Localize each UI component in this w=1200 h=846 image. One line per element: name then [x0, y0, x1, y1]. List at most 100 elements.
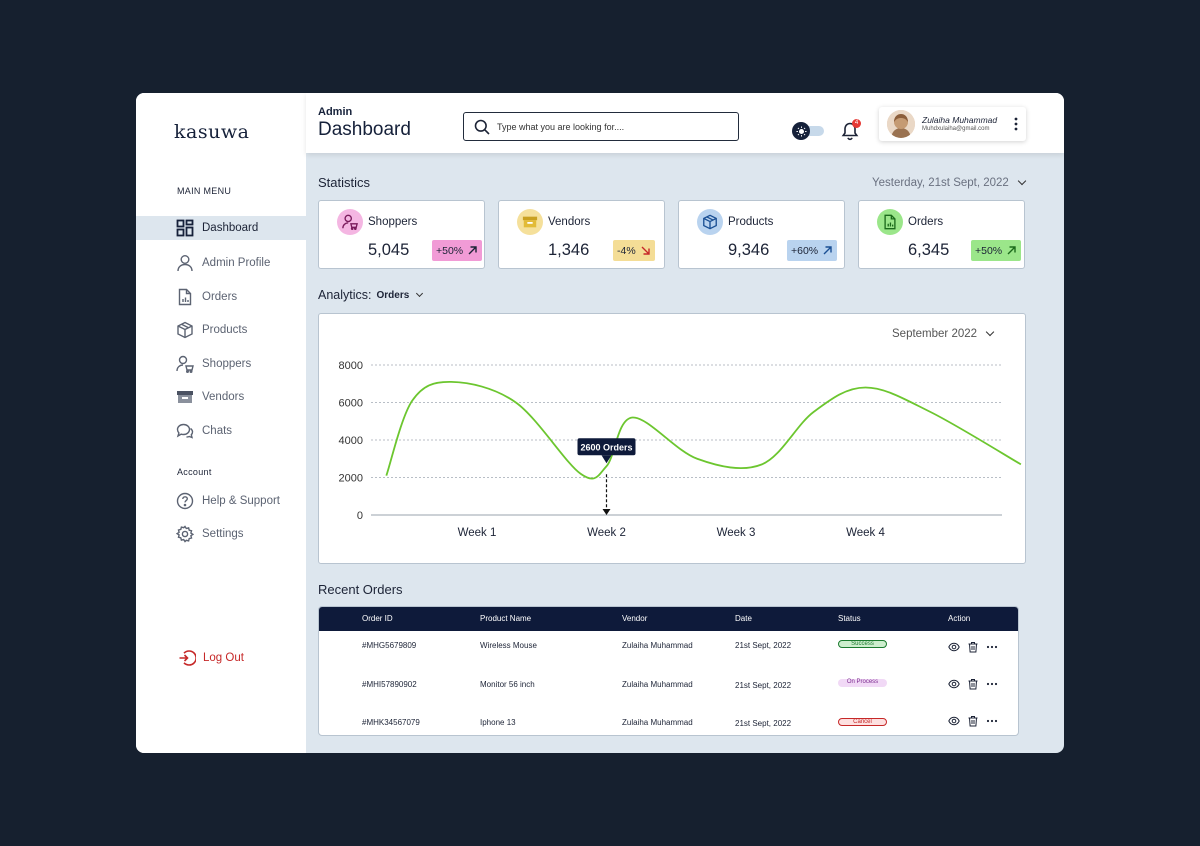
- question-icon: [176, 492, 194, 510]
- analytics-label: Analytics:: [318, 288, 372, 302]
- sidebar-item-products[interactable]: Products: [136, 318, 306, 342]
- sidebar-item-chats[interactable]: Chats: [136, 419, 306, 443]
- stat-change-value: +50%: [975, 244, 1003, 257]
- more-horizontal-icon[interactable]: [986, 715, 998, 727]
- logout-button[interactable]: Log Out: [178, 649, 244, 667]
- eye-icon[interactable]: [948, 715, 960, 727]
- brand-logo[interactable]: kasuwa: [174, 121, 250, 143]
- vendor-name: Zulaiha Muhammad: [622, 718, 693, 727]
- shopper-icon: [176, 355, 194, 373]
- user-name: Zulaiha Muhammad: [922, 115, 998, 125]
- person-icon: [177, 255, 193, 272]
- sun-icon: [792, 122, 810, 140]
- chevron-down-icon: [416, 289, 424, 297]
- sidebar-item-label: Chats: [202, 425, 233, 437]
- notifications-button[interactable]: 4: [841, 119, 861, 141]
- sidebar-item-label: Orders: [202, 291, 238, 303]
- app-window: kasuwa MAIN MENU Dashboard Admin Profile…: [136, 93, 1064, 753]
- stat-change-badge: +60%: [787, 240, 838, 261]
- grid-icon: [176, 219, 194, 237]
- logout-label: Log Out: [203, 652, 244, 664]
- column-header: Vendor: [622, 614, 648, 623]
- order-id: #MHK34567079: [362, 718, 420, 727]
- tooltip-pointer: [601, 455, 612, 464]
- sidebar-item-orders[interactable]: Orders: [136, 285, 306, 309]
- order-date: 21st Sept, 2022: [735, 681, 792, 690]
- table-row[interactable]: #MHG5679809 Wireless Mouse Zulaiha Muham…: [319, 631, 1018, 667]
- row-actions: [948, 641, 998, 653]
- tooltip-box: [577, 438, 636, 456]
- stat-change-value: -4%: [617, 244, 636, 257]
- order-id: #MHI57890902: [362, 680, 417, 689]
- month-select[interactable]: September 2022: [892, 327, 995, 340]
- stat-change-value: +60%: [791, 244, 819, 257]
- stat-value: 9,346: [728, 241, 770, 259]
- stat-card-vendors[interactable]: Vendors 1,346 -4%: [498, 200, 665, 269]
- search-bar[interactable]: [463, 112, 739, 141]
- chat-icon: [176, 423, 194, 439]
- stat-label: Vendors: [548, 216, 591, 228]
- shopper-icon: [337, 209, 363, 235]
- y-tick-label: 0: [357, 510, 363, 522]
- recent-orders-table: Order ID Product Name Vendor Date Status…: [318, 606, 1019, 736]
- search-input[interactable]: [497, 121, 717, 132]
- sidebar-item-label: Shoppers: [202, 358, 252, 370]
- stat-card-products[interactable]: Products 9,346 +60%: [678, 200, 845, 269]
- analytics-selected: Orders: [376, 289, 410, 301]
- product-name: Wireless Mouse: [480, 641, 537, 650]
- table-row[interactable]: #MHK34567079 Iphone 13 Zulaiha Muhammad …: [319, 707, 1018, 735]
- stat-change-badge: +50%: [432, 240, 483, 261]
- stat-change-value: +50%: [436, 244, 464, 257]
- order-date: 21st Sept, 2022: [735, 719, 792, 728]
- column-header: Action: [948, 614, 971, 623]
- stat-card-shoppers[interactable]: Shoppers 5,045 +50%: [318, 200, 485, 269]
- gear-icon: [176, 525, 194, 543]
- sidebar-item-shoppers[interactable]: Shoppers: [136, 352, 306, 376]
- x-tick-label: Week 1: [458, 527, 497, 539]
- arrow-up-right-icon: [823, 246, 832, 255]
- table-row[interactable]: #MHI57890902 Monitor 56 inch Zulaiha Muh…: [319, 669, 1018, 705]
- stat-value: 6,345: [908, 241, 950, 259]
- page-title: Dashboard: [318, 119, 411, 140]
- sidebar-item-label: Products: [202, 324, 248, 336]
- sidebar-item-settings[interactable]: Settings: [136, 522, 306, 546]
- analytics-chart-card: September 2022 8000 6000 4000 2000 0 Week 1 We…: [318, 313, 1026, 564]
- sidebar-item-dashboard[interactable]: Dashboard: [136, 216, 306, 240]
- more-vertical-icon[interactable]: [1013, 116, 1019, 132]
- top-header: Admin Dashboard 4 Zulaiha Muhammad Muhdx…: [306, 93, 1064, 153]
- x-tick-label: Week 3: [717, 527, 756, 539]
- trash-icon[interactable]: [967, 678, 979, 690]
- row-actions: [948, 715, 998, 727]
- column-header: Date: [735, 614, 752, 623]
- stat-value: 1,346: [548, 241, 590, 259]
- box-icon: [697, 209, 723, 235]
- date-select[interactable]: Yesterday, 21st Sept, 2022: [872, 176, 1027, 189]
- stat-card-orders[interactable]: Orders 6,345 +50%: [858, 200, 1025, 269]
- sidebar-item-admin-profile[interactable]: Admin Profile: [136, 251, 306, 275]
- main-menu-heading: MAIN MENU: [177, 186, 232, 196]
- eye-icon[interactable]: [948, 641, 960, 653]
- y-tick-label: 8000: [339, 360, 363, 372]
- tooltip-arrowhead: [602, 509, 611, 515]
- analytics-selector[interactable]: Analytics: Orders: [318, 288, 424, 302]
- sidebar-item-help-support[interactable]: Help & Support: [136, 489, 306, 513]
- orders-line-chart[interactable]: 8000 6000 4000 2000 0 Week 1 Week 2 Week 3 Week …: [319, 314, 1027, 565]
- toggle-track: [802, 126, 824, 136]
- account-heading: Account: [177, 467, 212, 477]
- sidebar-item-label: Vendors: [202, 391, 245, 403]
- theme-toggle[interactable]: [792, 122, 826, 140]
- store-icon: [517, 209, 543, 235]
- store-icon: [177, 391, 193, 403]
- avatar: [887, 110, 915, 138]
- sidebar-item-vendors[interactable]: Vendors: [136, 385, 306, 409]
- trash-icon[interactable]: [967, 715, 979, 727]
- x-tick-label: Week 4: [846, 527, 885, 539]
- table-header: Order ID Product Name Vendor Date Status…: [319, 607, 1018, 631]
- trash-icon[interactable]: [967, 641, 979, 653]
- user-profile-card[interactable]: Zulaiha Muhammad Muhdxulaiha@gmail.com: [879, 107, 1026, 141]
- column-header: Product Name: [480, 614, 532, 623]
- eye-icon[interactable]: [948, 678, 960, 690]
- more-horizontal-icon[interactable]: [986, 641, 998, 653]
- more-horizontal-icon[interactable]: [986, 678, 998, 690]
- recent-orders-title: Recent Orders: [318, 582, 403, 597]
